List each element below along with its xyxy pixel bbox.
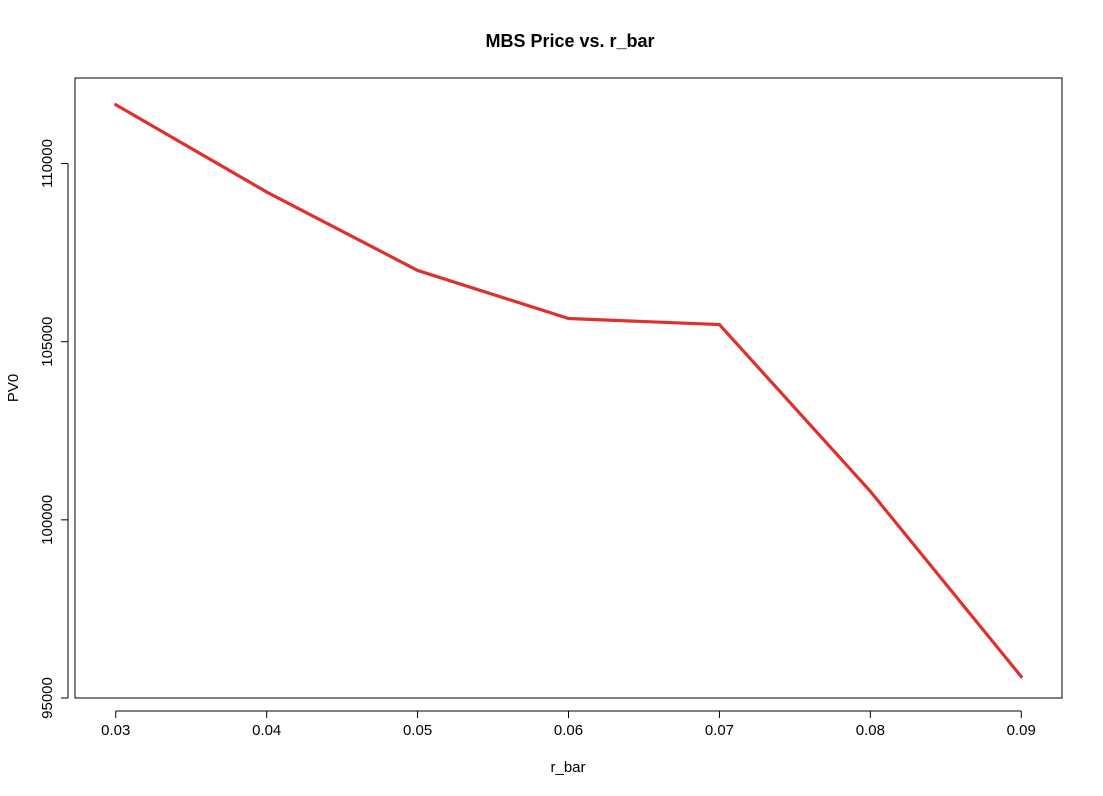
y-axis-label: PV0: [5, 374, 22, 402]
data-point: [868, 489, 872, 493]
data-point: [1019, 675, 1023, 679]
y-tick-label: 105000: [39, 317, 56, 367]
x-axis-label: r_bar: [550, 759, 585, 776]
data-point: [416, 268, 420, 272]
y-tick-label: 100000: [39, 495, 56, 545]
series-line: [114, 103, 1023, 679]
plot-frame: [74, 77, 1063, 699]
x-tick-label: 0.03: [101, 722, 130, 739]
chart-title: MBS Price vs. r_bar: [485, 31, 654, 51]
x-tick-label: 0.07: [705, 722, 734, 739]
x-tick-label: 0.09: [1007, 722, 1036, 739]
data-point: [717, 323, 721, 327]
x-tick-label: 0.08: [856, 722, 885, 739]
x-tick-label: 0.05: [403, 722, 432, 739]
y-tick-label: 110000: [39, 139, 56, 188]
series-group: [114, 103, 1023, 679]
data-point: [567, 317, 570, 321]
data-point: [114, 103, 118, 107]
x-tick-label: 0.06: [554, 722, 583, 739]
y-tick-label: 95000: [39, 677, 56, 719]
y-axis: 95000 100000 105000 110000: [39, 139, 69, 719]
data-point: [265, 190, 269, 194]
x-axis: 0.03 0.04 0.05 0.06 0.07 0.08 0.09: [101, 710, 1036, 739]
x-tick-label: 0.04: [252, 722, 281, 739]
